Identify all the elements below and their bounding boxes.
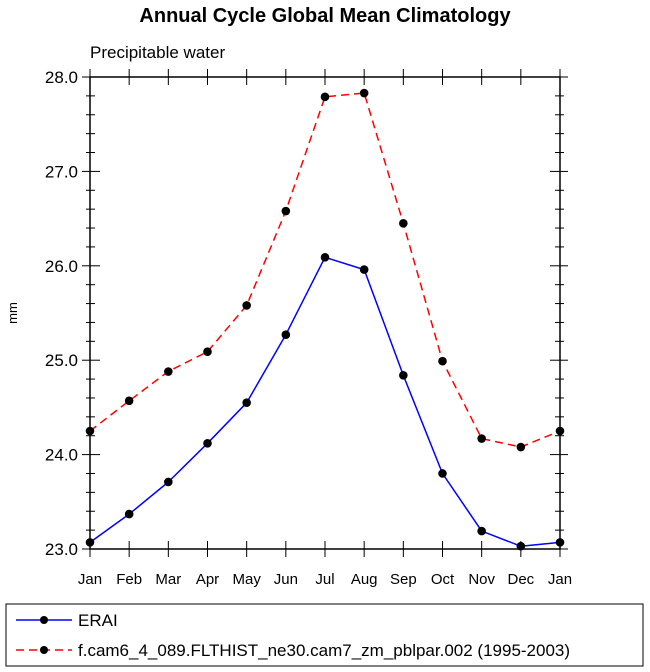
y-tick-label: 25.0 (45, 351, 78, 370)
series-2-point (438, 356, 447, 366)
x-tick-label: Feb (116, 571, 142, 588)
legend-entry-2: f.cam6_4_089.FLTHIST_ne30.cam7_zm_pblpar… (16, 641, 570, 660)
x-tick-label: Nov (468, 571, 495, 588)
legend-box (5, 603, 644, 667)
x-tick-label: Dec (507, 571, 534, 588)
y-axis-label: mm (5, 302, 20, 324)
x-tick-label: Jun (274, 571, 298, 588)
series-1-point (399, 371, 408, 380)
series-1-point (85, 538, 95, 547)
series-2-point (281, 206, 291, 216)
series-2-point (124, 396, 134, 406)
chart-title: Annual Cycle Global Mean Climatology (139, 5, 511, 27)
legend-swatch-marker-2 (40, 646, 48, 654)
series-2-point (320, 92, 330, 102)
series-1-point (242, 398, 251, 407)
legend-entry-1: ERAI (16, 611, 118, 630)
x-tick-label: Oct (431, 571, 455, 588)
x-tick-label: Sep (390, 571, 417, 588)
y-tick-label: 28.0 (45, 68, 78, 87)
y-tick-labels: 23.0 24.0 25.0 26.0 27.0 28.0 (45, 68, 78, 559)
legend-label-1: ERAI (78, 611, 118, 630)
series-2-point (85, 426, 95, 436)
axis-ticks (82, 69, 568, 557)
series-1-point (516, 541, 526, 551)
series-1-point (124, 509, 134, 519)
series-2-point (555, 426, 565, 436)
x-tick-labels: Jan Feb Mar Apr May Jun Jul Aug Sep Oct Nov Dec Jan (78, 571, 572, 588)
series-1-point (438, 469, 447, 478)
series-2-point (477, 434, 486, 443)
series-2-point (203, 347, 212, 357)
legend-swatch-marker-1 (40, 616, 48, 624)
series-1-point (555, 538, 565, 547)
series-1-point (203, 438, 212, 448)
series-line-2 (89, 92, 561, 448)
series-line-1 (89, 256, 561, 547)
series-1-point (477, 526, 486, 536)
series-2-point (359, 88, 369, 98)
x-tick-label: Mar (155, 571, 181, 588)
x-tick-label: Jan (548, 571, 572, 588)
legend-label-2: f.cam6_4_089.FLTHIST_ne30.cam7_zm_pblpar… (78, 641, 570, 660)
y-tick-label: 26.0 (45, 257, 78, 276)
series-layer (85, 88, 565, 551)
series-1-point (359, 265, 369, 274)
series-1-point (164, 477, 173, 487)
series-2-point (242, 301, 251, 310)
series-2-point (164, 367, 173, 376)
chart-subtitle: Precipitable water (90, 43, 225, 62)
x-tick-label: Aug (351, 571, 378, 588)
y-tick-label: 24.0 (45, 446, 78, 465)
y-tick-label: 27.0 (45, 162, 78, 181)
plot-frame (89, 76, 561, 550)
series-2-point (516, 442, 526, 452)
x-tick-label: Jul (315, 571, 334, 588)
x-tick-label: Apr (196, 571, 219, 588)
series-2-point (399, 219, 408, 228)
x-tick-label: Jan (78, 571, 102, 588)
y-tick-label: 23.0 (45, 540, 78, 559)
series-1-point (320, 253, 330, 262)
x-tick-label: May (232, 571, 261, 588)
series-1-point (281, 330, 291, 340)
